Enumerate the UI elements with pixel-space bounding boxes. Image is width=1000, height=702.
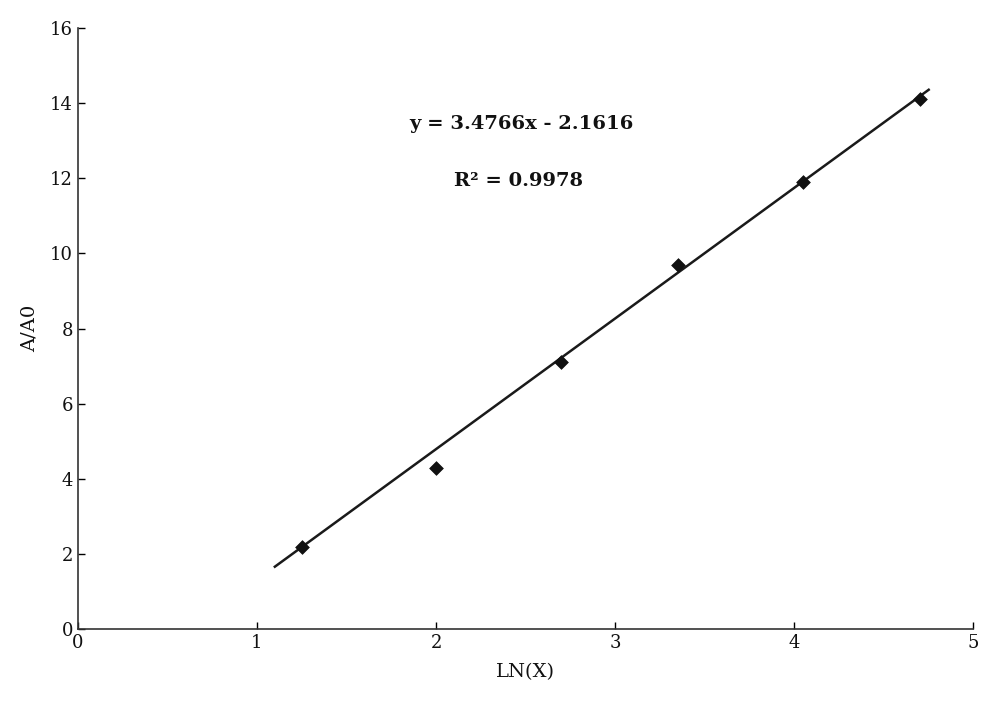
Point [795, 176, 811, 187]
Text: R² = 0.9978: R² = 0.9978 [454, 172, 583, 190]
Point [670, 259, 686, 270]
Point [553, 357, 569, 368]
Point [912, 93, 928, 105]
Text: y = 3.4766x - 2.1616: y = 3.4766x - 2.1616 [409, 115, 634, 133]
Y-axis label: A/A0: A/A0 [21, 305, 39, 352]
Point [428, 462, 444, 473]
Point [294, 541, 310, 552]
X-axis label: LN(X): LN(X) [496, 663, 555, 681]
